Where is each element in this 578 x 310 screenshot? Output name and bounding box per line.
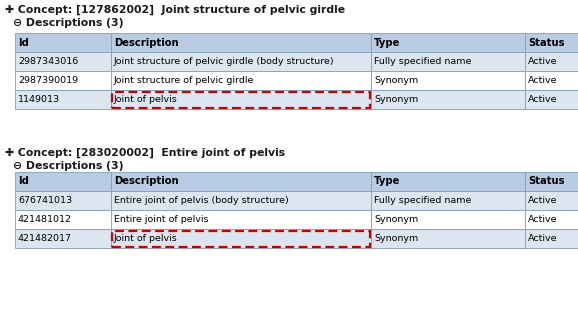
Text: Id: Id: [18, 38, 29, 47]
Text: Status: Status: [528, 176, 565, 187]
Text: Id: Id: [18, 176, 29, 187]
Bar: [371, 210, 525, 229]
Bar: [15, 229, 111, 248]
Text: Active: Active: [528, 215, 558, 224]
Bar: [371, 172, 525, 191]
Text: Active: Active: [528, 196, 558, 205]
Bar: [15, 33, 111, 52]
Bar: [111, 52, 371, 71]
Text: 2987343016: 2987343016: [18, 57, 78, 66]
Text: Joint of pelvis: Joint of pelvis: [114, 95, 178, 104]
Text: Synonym: Synonym: [374, 95, 418, 104]
Bar: [15, 172, 111, 191]
Bar: [525, 210, 578, 229]
Text: Active: Active: [528, 234, 558, 243]
Bar: [15, 71, 111, 90]
Bar: [15, 191, 111, 210]
Bar: [371, 229, 525, 248]
Text: Synonym: Synonym: [374, 76, 418, 85]
Text: Description: Description: [114, 176, 179, 187]
Text: Joint structure of pelvic girdle: Joint structure of pelvic girdle: [114, 76, 254, 85]
Text: 2987390019: 2987390019: [18, 76, 78, 85]
Bar: [15, 90, 111, 109]
Text: ⊖ Descriptions (3): ⊖ Descriptions (3): [13, 161, 124, 171]
Bar: [525, 33, 578, 52]
Bar: [371, 52, 525, 71]
Bar: [15, 210, 111, 229]
Text: ✚ Concept: [127862002]  Joint structure of pelvic girdle: ✚ Concept: [127862002] Joint structure o…: [5, 5, 345, 15]
Bar: [111, 172, 371, 191]
Bar: [111, 210, 371, 229]
Bar: [525, 172, 578, 191]
Text: 421482017: 421482017: [18, 234, 72, 243]
Bar: [371, 90, 525, 109]
Text: Fully specified name: Fully specified name: [374, 196, 472, 205]
Bar: [111, 90, 371, 109]
Bar: [525, 229, 578, 248]
Bar: [525, 71, 578, 90]
Text: Synonym: Synonym: [374, 215, 418, 224]
Bar: [15, 52, 111, 71]
Text: 1149013: 1149013: [18, 95, 60, 104]
Bar: [525, 52, 578, 71]
Bar: [525, 90, 578, 109]
Text: 421481012: 421481012: [18, 215, 72, 224]
Text: Type: Type: [374, 38, 401, 47]
Bar: [111, 33, 371, 52]
Text: ⊖ Descriptions (3): ⊖ Descriptions (3): [13, 18, 124, 28]
Bar: [111, 229, 371, 248]
Text: ✚ Concept: [283020002]  Entire joint of pelvis: ✚ Concept: [283020002] Entire joint of p…: [5, 148, 285, 158]
Bar: [525, 191, 578, 210]
Text: Synonym: Synonym: [374, 234, 418, 243]
Text: Active: Active: [528, 57, 558, 66]
Text: Description: Description: [114, 38, 179, 47]
Text: Status: Status: [528, 38, 565, 47]
Bar: [112, 231, 370, 246]
Text: Joint of pelvis: Joint of pelvis: [114, 234, 178, 243]
Bar: [111, 71, 371, 90]
Text: Entire joint of pelvis (body structure): Entire joint of pelvis (body structure): [114, 196, 289, 205]
Text: Joint structure of pelvic girdle (body structure): Joint structure of pelvic girdle (body s…: [114, 57, 335, 66]
Bar: [111, 191, 371, 210]
Text: 676741013: 676741013: [18, 196, 72, 205]
Text: Active: Active: [528, 95, 558, 104]
Bar: [371, 191, 525, 210]
Text: Active: Active: [528, 76, 558, 85]
Bar: [371, 33, 525, 52]
Bar: [112, 91, 370, 108]
Bar: [371, 71, 525, 90]
Text: Entire joint of pelvis: Entire joint of pelvis: [114, 215, 209, 224]
Text: Fully specified name: Fully specified name: [374, 57, 472, 66]
Text: Type: Type: [374, 176, 401, 187]
